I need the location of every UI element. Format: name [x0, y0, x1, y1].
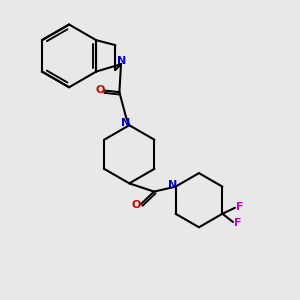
- Text: F: F: [234, 218, 242, 228]
- Text: N: N: [168, 180, 177, 190]
- Text: O: O: [132, 200, 141, 210]
- Text: O: O: [95, 85, 105, 95]
- Text: F: F: [236, 202, 243, 212]
- Text: N: N: [117, 56, 127, 67]
- Text: N: N: [122, 118, 130, 128]
